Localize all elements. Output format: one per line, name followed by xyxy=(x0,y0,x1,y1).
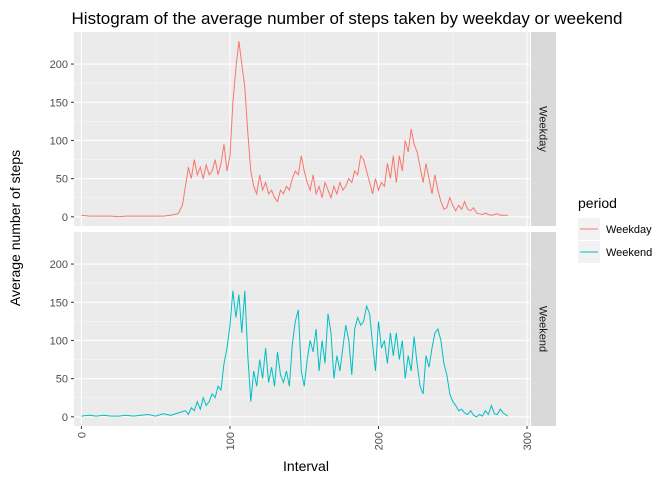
x-axis-ticks: 0 100 200 300 xyxy=(76,426,534,450)
legend-title: period xyxy=(578,195,617,211)
panel-weekend: 0 50 100 150 200 Weekend xyxy=(50,232,556,426)
legend: period Weekday Weekend xyxy=(578,195,652,263)
y-tick-label: 0 xyxy=(62,412,68,424)
x-tick-label: 200 xyxy=(373,432,385,450)
y-tick-label: 200 xyxy=(50,259,68,271)
y-tick-label: 150 xyxy=(50,297,68,309)
facet-strip-label-weekend: Weekend xyxy=(537,306,549,352)
facet-strip-label-weekday: Weekday xyxy=(537,106,549,152)
legend-label: Weekday xyxy=(606,224,652,236)
y-tick-label: 50 xyxy=(56,174,68,186)
x-tick-label: 0 xyxy=(76,432,88,438)
y-tick-label: 150 xyxy=(50,97,68,109)
legend-items: Weekday Weekend xyxy=(578,218,652,263)
y-tick-label: 200 xyxy=(50,59,68,71)
x-tick-label: 300 xyxy=(522,432,534,450)
legend-label: Weekend xyxy=(606,247,652,259)
panel-background-weekend xyxy=(74,232,530,426)
y-tick-label: 100 xyxy=(50,135,68,147)
y-axis-title: Average number of steps xyxy=(7,150,23,306)
x-axis-title: Interval xyxy=(283,458,329,474)
y-axis-ticks-weekend: 0 50 100 150 200 xyxy=(50,259,74,424)
y-tick-label: 50 xyxy=(56,374,68,386)
x-tick-label: 100 xyxy=(225,432,237,450)
y-tick-label: 100 xyxy=(50,335,68,347)
y-axis-ticks-weekday: 0 50 100 150 200 xyxy=(50,59,74,224)
chart-title: Histogram of the average number of steps… xyxy=(72,9,623,28)
y-tick-label: 0 xyxy=(62,212,68,224)
panel-background-weekday xyxy=(74,32,530,226)
panel-weekday: 0 50 100 150 200 Weekday xyxy=(50,32,556,226)
